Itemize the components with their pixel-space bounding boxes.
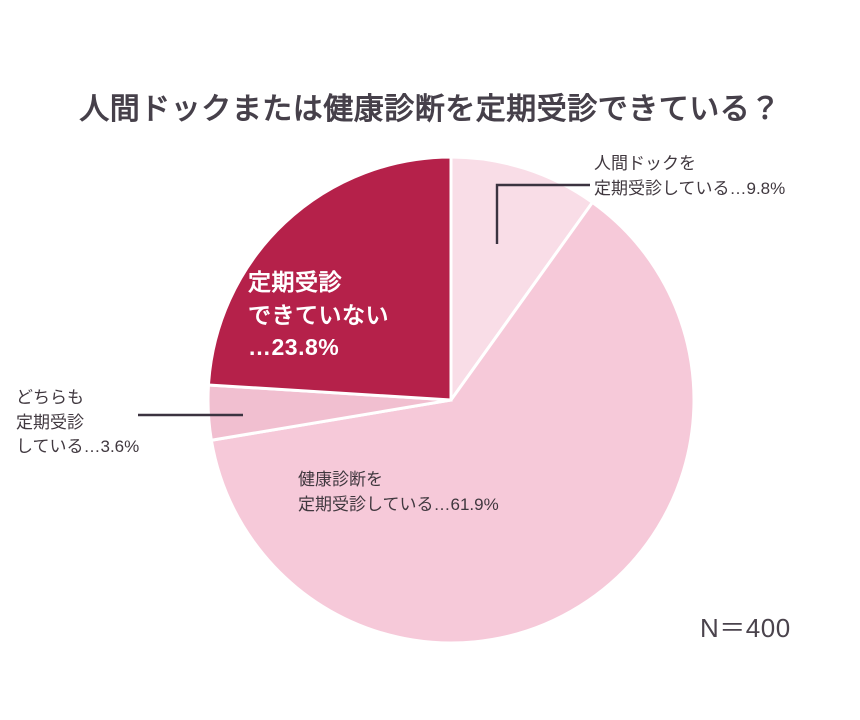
slice-label-ningen-dock: 人間ドックを 定期受診している…9.8% [594,152,785,201]
slice-label-ningen-dock-line2: 定期受診している…9.8% [594,178,786,198]
pie-slice-dekiteinai[interactable] [206,155,453,402]
slice-label-dochiramo: どちらも 定期受診 している…3.6% [16,386,139,460]
slice-label-dekiteinai: 定期受診 できていない …23.8% [248,266,389,364]
pie-slices [206,155,696,645]
slice-label-dochiramo-line2: 定期受診 [16,412,84,432]
slice-label-kenko-shindan-line2: 定期受診している…61.9% [298,494,499,514]
slice-label-dekiteinai-line1: 定期受診 [248,269,342,295]
chart-title: 人間ドックまたは健康診断を定期受診できている？ [79,93,781,126]
pie-chart-graphic [206,155,696,645]
slice-label-kenko-shindan: 健康診断を 定期受診している…61.9% [298,468,499,517]
pie-slice-kenko-shindan[interactable] [209,200,696,645]
slice-label-dochiramo-line1: どちらも [16,388,84,407]
pie-svg [206,155,696,645]
slice-label-dochiramo-line3: している…3.6% [16,437,140,457]
slice-label-dekiteinai-line3: …23.8% [248,334,340,361]
slice-label-kenko-shindan-line1: 健康診断を [298,470,383,489]
sample-size-annotation: N＝400 [700,613,791,643]
slice-label-ningen-dock-line1: 人間ドックを [594,154,696,173]
slice-label-dekiteinai-line2: できていない [248,301,389,328]
